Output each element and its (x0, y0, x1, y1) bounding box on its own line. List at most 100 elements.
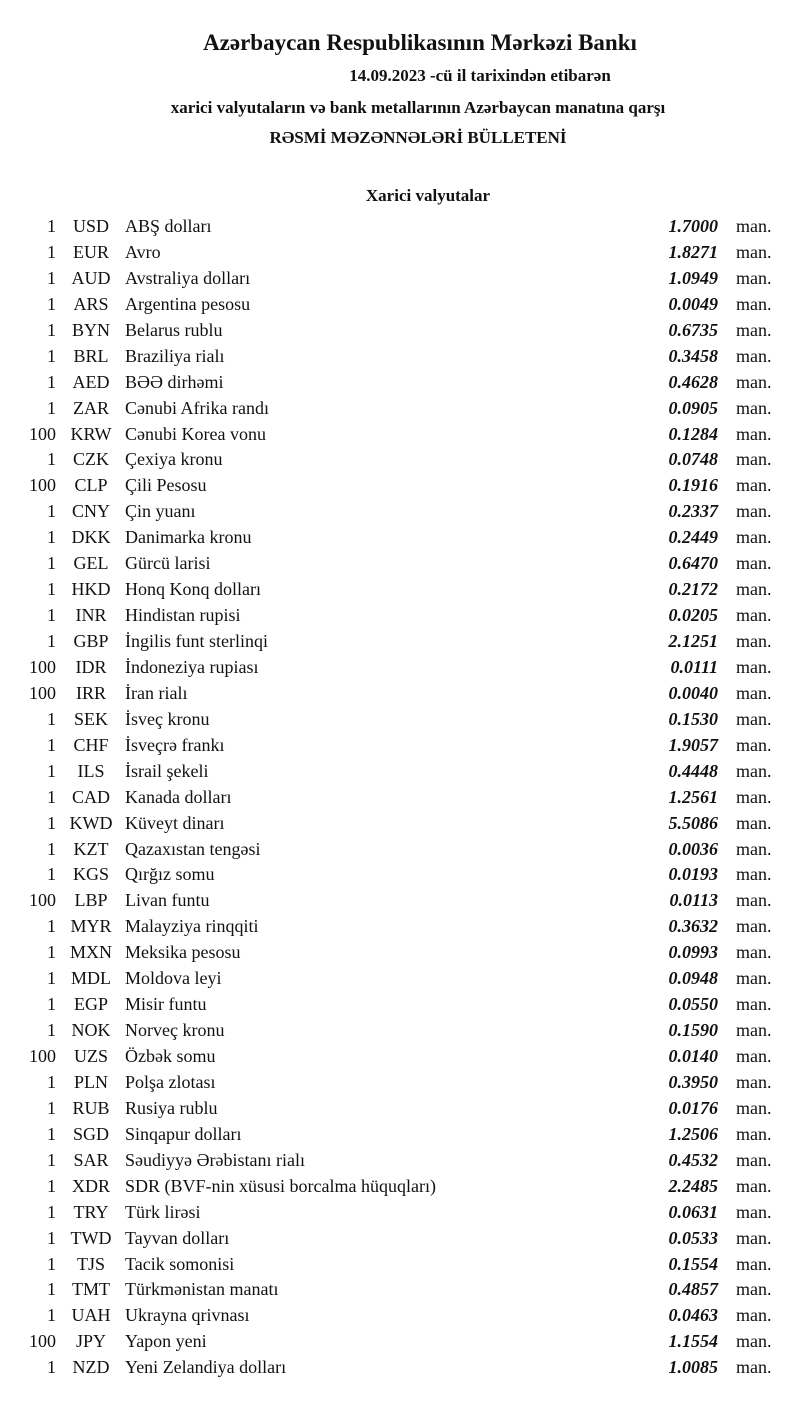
rate-row-krw: 100 KRW Cənubi Korea vonu 0.1284 man. (0, 422, 800, 448)
unit-label: man. (736, 890, 772, 911)
currency-code: AED (72, 371, 110, 392)
currency-code: BYN (71, 319, 110, 340)
section-title: Xarici valyutalar (365, 186, 491, 205)
rate-value: 0.0463 (668, 1305, 719, 1326)
currency-name: İngilis funt sterlinqi (125, 631, 268, 651)
nominal: 1 (47, 786, 56, 807)
bank-title: Azərbaycan Respublikasının Mərkəzi Bankı (203, 30, 637, 55)
currency-code: IDR (75, 656, 107, 677)
rate-value: 0.0036 (668, 838, 719, 859)
rate-row-kgs: 1 KGS Qırğız somu 0.0193 man. (0, 862, 800, 888)
unit-label: man. (736, 553, 772, 574)
currency-code: CZK (73, 449, 109, 470)
rate-value: 0.0111 (670, 656, 718, 677)
currency-name: Ukrayna qrivnası (125, 1305, 250, 1326)
rate-row-brl: 1 BRL Braziliya rialı 0.3458 man. (0, 344, 800, 370)
nominal: 1 (47, 1071, 56, 1092)
nominal: 1 (47, 1201, 56, 1222)
currency-name: Küveyt dinarı (125, 812, 225, 833)
rate-value: 0.3458 (668, 345, 719, 366)
currency-code: TWD (70, 1227, 112, 1248)
rate-row-gel: 1 GEL Gürcü larisi 0.6470 man. (0, 551, 800, 577)
rate-value: 0.2449 (668, 527, 719, 548)
currency-code: XDR (71, 1175, 110, 1196)
currency-name: Braziliya rialı (125, 345, 225, 366)
rate-value: 0.2337 (668, 501, 719, 522)
nominal: 1 (47, 241, 56, 262)
nominal: 1 (47, 1253, 56, 1274)
currency-code: SEK (73, 708, 108, 729)
unit-label: man. (736, 1331, 772, 1352)
currency-code: TMT (72, 1279, 110, 1300)
currency-name: Avstraliya dolları (125, 267, 251, 288)
currency-code: MDL (71, 968, 111, 989)
nominal: 1 (47, 708, 56, 729)
currency-name: Moldova leyi (125, 968, 222, 989)
unit-label: man. (736, 994, 772, 1015)
currency-name: Norveç kronu (125, 1020, 225, 1041)
nominal: 1 (47, 371, 56, 392)
unit-label: man. (736, 1227, 772, 1248)
unit-label: man. (736, 319, 772, 340)
currency-code: CNY (71, 501, 110, 522)
currency-name: Çin yuanı (125, 501, 196, 522)
rate-row-jpy: 100 JPY Yapon yeni 1.1554 man. (0, 1329, 800, 1355)
unit-label: man. (736, 1253, 772, 1274)
nominal: 1 (47, 553, 56, 574)
currency-code: ZAR (73, 397, 109, 418)
rate-row-aud: 1 AUD Avstraliya dolları 1.0949 man. (0, 266, 800, 292)
rate-value: 0.2172 (668, 579, 719, 600)
unit-label: man. (736, 345, 772, 366)
currency-name: Hindistan rupisi (125, 605, 241, 626)
currency-code: HKD (71, 579, 111, 600)
unit-label: man. (736, 1175, 772, 1196)
rate-row-uzs: 100 UZS Özbək somu 0.0140 man. (0, 1044, 800, 1070)
unit-label: man. (736, 605, 772, 626)
rate-row-chf: 1 CHF İsveçrə frankı 1.9057 man. (0, 733, 800, 759)
rate-value: 0.0631 (668, 1201, 719, 1222)
currency-name: SDR (BVF-nin xüsusi borcalma hüquqları) (125, 1175, 436, 1196)
currency-code: UAH (71, 1305, 111, 1326)
rate-value: 0.0948 (668, 968, 719, 989)
rate-value: 1.0085 (668, 1357, 719, 1378)
unit-label: man. (736, 1305, 772, 1326)
unit-label: man. (736, 293, 772, 314)
rate-row-sek: 1 SEK İsveç kronu 0.1530 man. (0, 707, 800, 733)
currency-name: Tacik somonisi (125, 1253, 235, 1274)
unit-label: man. (736, 267, 772, 288)
rate-row-clp: 100 CLP Çili Pesosu 0.1916 man. (0, 473, 800, 499)
unit-label: man. (736, 1357, 772, 1378)
rate-row-egp: 1 EGP Misir funtu 0.0550 man. (0, 992, 800, 1018)
currency-name: Argentina pesosu (125, 293, 251, 314)
currency-name: Tayvan dolları (125, 1227, 230, 1248)
currency-name: Çili Pesosu (125, 475, 207, 496)
nominal: 100 (29, 682, 56, 703)
nominal: 1 (47, 501, 56, 522)
currency-code: KGS (72, 864, 109, 885)
rate-row-xdr: 1 XDR SDR (BVF-nin xüsusi borcalma hüquqla… (0, 1174, 800, 1200)
nominal: 1 (47, 1123, 56, 1144)
unit-label: man. (736, 864, 772, 885)
rate-row-kwd: 1 KWD Küveyt dinarı 5.5086 man. (0, 811, 800, 837)
unit-label: man. (736, 734, 772, 755)
unit-label: man. (736, 631, 772, 651)
rate-row-nok: 1 NOK Norveç kronu 0.1590 man. (0, 1018, 800, 1044)
rate-row-mdl: 1 MDL Moldova leyi 0.0948 man. (0, 966, 800, 992)
unit-label: man. (736, 916, 772, 937)
unit-label: man. (736, 371, 772, 392)
rate-value: 0.6470 (668, 553, 719, 574)
rate-value: 1.1554 (668, 1331, 719, 1352)
currency-code: NZD (72, 1357, 110, 1378)
nominal: 1 (47, 916, 56, 937)
rate-row-ils: 1 ILS İsrail şekeli 0.4448 man. (0, 759, 800, 785)
rate-value: 2.1251 (668, 631, 719, 651)
unit-label: man. (736, 708, 772, 729)
rate-row-uah: 1 UAH Ukrayna qrivnası 0.0463 man. (0, 1303, 800, 1329)
rate-value: 1.9057 (668, 734, 719, 755)
rate-value: 0.0533 (668, 1227, 719, 1248)
unit-label: man. (736, 968, 772, 989)
currency-name: İran rialı (125, 682, 188, 703)
rate-value: 0.0205 (668, 605, 719, 626)
rate-row-sar: 1 SAR Səudiyyə Ərəbistanı rialı 0.4532 man. (0, 1148, 800, 1174)
rate-row-mxn: 1 MXN Meksika pesosu 0.0993 man. (0, 940, 800, 966)
